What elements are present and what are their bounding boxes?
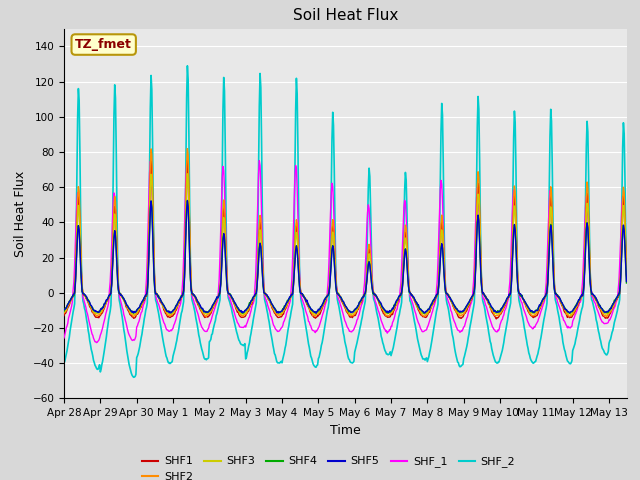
- SHF1: [60, 313, 68, 319]
- SHF4: [60, 308, 68, 314]
- SHF3: [139, 298, 147, 304]
- SHF1: [322, 297, 330, 303]
- SHF_1: [301, 307, 309, 313]
- SHF_1: [140, 301, 147, 307]
- SHF1: [465, 304, 472, 310]
- SHF2: [322, 296, 330, 301]
- SHF_1: [323, 298, 330, 303]
- SHF_2: [140, 322, 147, 327]
- SHF_1: [255, 158, 263, 164]
- SHF3: [63, 307, 70, 312]
- Line: SHF5: SHF5: [64, 201, 627, 313]
- SHF3: [60, 309, 68, 315]
- SHF4: [139, 299, 147, 304]
- Line: SHF4: SHF4: [64, 201, 627, 313]
- SHF3: [465, 302, 472, 308]
- SHF1: [139, 300, 147, 306]
- SHF3: [301, 295, 308, 300]
- SHF_1: [623, 273, 630, 278]
- SHF5: [323, 294, 330, 300]
- SHF3: [567, 312, 575, 318]
- SHF2: [184, 146, 191, 152]
- SHF_2: [479, 297, 486, 303]
- SHF3: [623, 274, 630, 279]
- Line: SHF_1: SHF_1: [64, 161, 627, 343]
- SHF_2: [623, 268, 630, 274]
- SHF5: [301, 295, 308, 300]
- SHF_1: [63, 325, 70, 331]
- Text: TZ_fmet: TZ_fmet: [76, 38, 132, 51]
- SHF4: [63, 305, 70, 311]
- Title: Soil Heat Flux: Soil Heat Flux: [293, 9, 398, 24]
- SHF2: [603, 314, 611, 320]
- X-axis label: Time: Time: [330, 424, 361, 437]
- SHF_1: [93, 340, 100, 346]
- SHF5: [479, 290, 486, 296]
- SHF_2: [465, 331, 473, 337]
- SHF_1: [465, 308, 473, 313]
- SHF2: [623, 266, 630, 272]
- SHF5: [465, 300, 473, 305]
- SHF5: [623, 278, 630, 284]
- SHF2: [478, 282, 486, 288]
- SHF4: [184, 198, 191, 204]
- SHF5: [312, 311, 320, 316]
- SHF1: [301, 296, 308, 301]
- SHF3: [184, 171, 191, 177]
- SHF2: [60, 311, 68, 316]
- SHF1: [478, 286, 486, 291]
- SHF4: [465, 301, 472, 307]
- SHF1: [492, 316, 500, 322]
- SHF5: [139, 298, 147, 303]
- SHF4: [478, 287, 486, 293]
- SHF4: [623, 280, 630, 286]
- SHF5: [184, 198, 191, 204]
- Line: SHF3: SHF3: [64, 174, 627, 315]
- SHF4: [566, 311, 573, 316]
- Line: SHF_2: SHF_2: [64, 66, 627, 377]
- SHF_2: [63, 351, 70, 357]
- SHF4: [301, 295, 308, 301]
- SHF1: [63, 309, 70, 315]
- SHF1: [623, 271, 630, 277]
- SHF2: [465, 302, 472, 308]
- Line: SHF1: SHF1: [64, 160, 627, 319]
- SHF_2: [184, 63, 191, 69]
- SHF2: [63, 308, 70, 314]
- SHF5: [60, 307, 68, 312]
- SHF_2: [60, 360, 68, 366]
- SHF2: [301, 295, 308, 300]
- SHF3: [322, 296, 330, 301]
- Y-axis label: Soil Heat Flux: Soil Heat Flux: [14, 170, 27, 257]
- SHF_2: [301, 321, 309, 327]
- SHF_2: [323, 312, 330, 318]
- SHF_1: [479, 293, 486, 299]
- SHF4: [322, 295, 330, 300]
- SHF2: [139, 300, 147, 306]
- Line: SHF2: SHF2: [64, 149, 627, 317]
- Legend: SHF1, SHF2, SHF3, SHF4, SHF5, SHF_1, SHF_2: SHF1, SHF2, SHF3, SHF4, SHF5, SHF_1, SHF…: [137, 452, 520, 480]
- SHF_2: [130, 374, 138, 380]
- SHF_1: [60, 335, 68, 341]
- SHF3: [478, 286, 486, 292]
- SHF5: [63, 305, 70, 311]
- SHF1: [184, 157, 191, 163]
